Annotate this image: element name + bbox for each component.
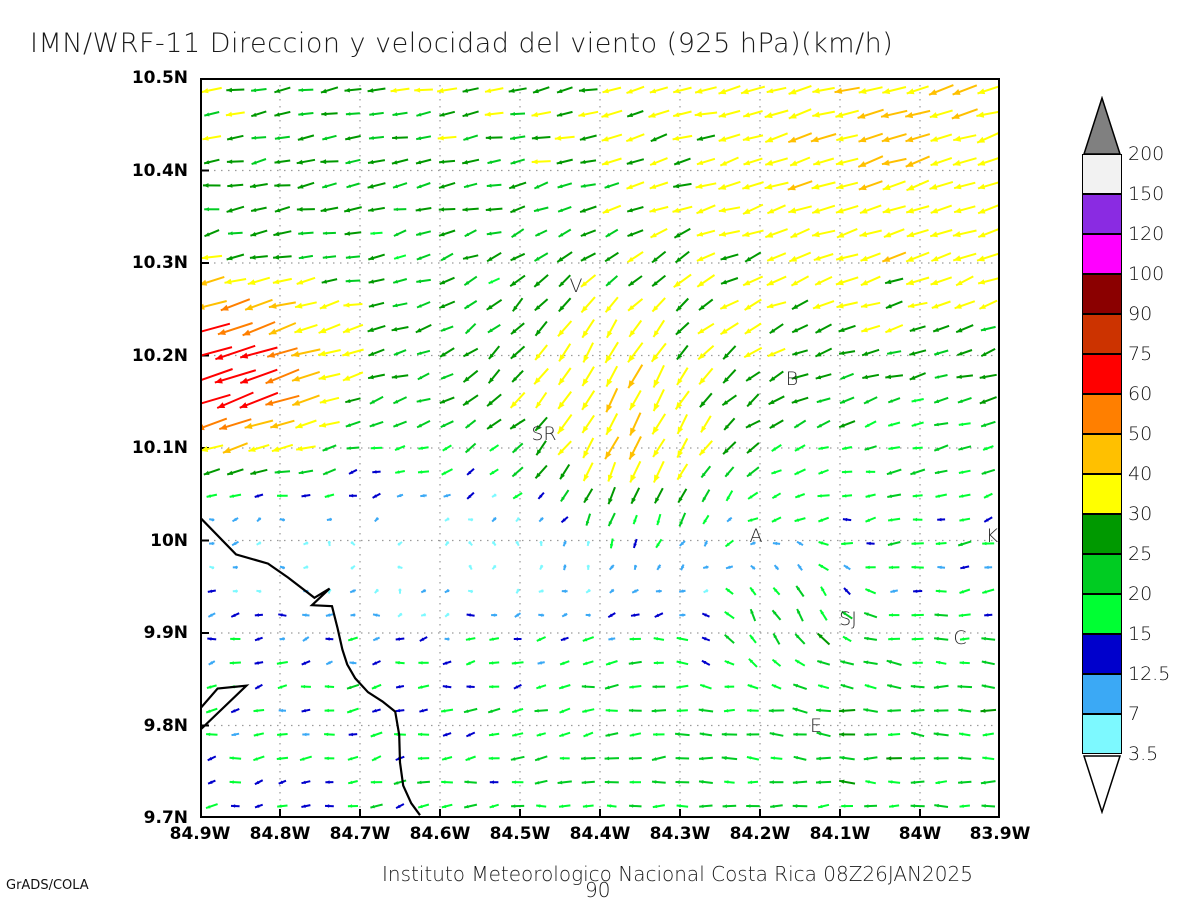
colorbar-tick-label: 30: [1128, 503, 1152, 525]
y-axis-tick-label: 10N: [0, 531, 188, 551]
page-title: IMN/WRF-11 Direccion y velocidad del vie…: [30, 28, 893, 59]
y-axis-tick-label: 10.3N: [0, 253, 188, 273]
colorbar-tick-label: 20: [1128, 583, 1152, 605]
colorbar-segment: [1082, 314, 1122, 354]
colorbar-tick-label: 150: [1128, 183, 1164, 205]
colorbar-tick-label: 25: [1128, 543, 1152, 565]
colorbar-segment: [1082, 474, 1122, 514]
colorbar-tick-label: 120: [1128, 223, 1164, 245]
x-axis-tick-label: 84.8W: [250, 824, 311, 844]
colorbar-tick-label: 15: [1128, 623, 1152, 645]
x-axis-tick-label: 84.2W: [730, 824, 791, 844]
y-axis-tick-label: 10.2N: [0, 346, 188, 366]
x-axis-tick-label: 84.6W: [410, 824, 471, 844]
footer-renderer: GrADS/COLA: [6, 878, 89, 893]
y-axis-tick-label: 9.8N: [0, 716, 188, 736]
colorbar-tick-label: 90: [1128, 303, 1152, 325]
y-axis-tick-label: 10.1N: [0, 438, 188, 458]
colorbar-tick-label: 50: [1128, 423, 1152, 445]
colorbar-segment: [1082, 674, 1122, 714]
y-axis-tick-label: 10.4N: [0, 161, 188, 181]
colorbar-segment: [1082, 714, 1122, 754]
x-axis-tick-label: 84.9W: [170, 824, 231, 844]
x-axis-tick-label: 84.7W: [330, 824, 391, 844]
x-axis-tick-label: 84W: [899, 824, 941, 844]
x-axis-tick-label: 84.5W: [490, 824, 551, 844]
x-axis-tick-label: 84.3W: [650, 824, 711, 844]
colorbar-tick-label: 40: [1128, 463, 1152, 485]
plot-border: [200, 78, 1000, 818]
y-axis-tick-label: 9.7N: [0, 808, 188, 828]
colorbar-segment: [1082, 554, 1122, 594]
colorbar-segment: [1082, 514, 1122, 554]
colorbar-tick-label: 3.5: [1128, 743, 1158, 765]
colorbar-segment: [1082, 434, 1122, 474]
colorbar-segment: [1082, 594, 1122, 634]
colorbar-tick-label: 60: [1128, 383, 1152, 405]
y-axis-tick-label: 9.9N: [0, 623, 188, 643]
colorbar-under-arrow: [1082, 754, 1122, 814]
colorbar-segment: [1082, 194, 1122, 234]
x-axis-tick-label: 84.1W: [810, 824, 871, 844]
y-axis-tick-label: 10.5N: [0, 68, 188, 88]
footer-forecast-hour: 90: [585, 878, 610, 902]
colorbar-tick-label: 7: [1128, 703, 1140, 725]
x-axis-tick-label: 84.4W: [570, 824, 631, 844]
colorbar-segment: [1082, 634, 1122, 674]
footer-institute: Instituto Meteorologico Nacional Costa R…: [382, 862, 973, 886]
colorbar-tick-label: 12.5: [1128, 663, 1170, 685]
colorbar-segment: [1082, 154, 1122, 194]
colorbar-tick-label: 100: [1128, 263, 1164, 285]
colorbar-tick-label: 75: [1128, 343, 1152, 365]
colorbar-over-arrow: [1082, 96, 1122, 156]
colorbar-tick-label: 200: [1128, 143, 1164, 165]
colorbar-segment: [1082, 274, 1122, 314]
colorbar-segment: [1082, 354, 1122, 394]
colorbar-segment: [1082, 394, 1122, 434]
x-axis-tick-label: 83.9W: [970, 824, 1031, 844]
colorbar-segment: [1082, 234, 1122, 274]
